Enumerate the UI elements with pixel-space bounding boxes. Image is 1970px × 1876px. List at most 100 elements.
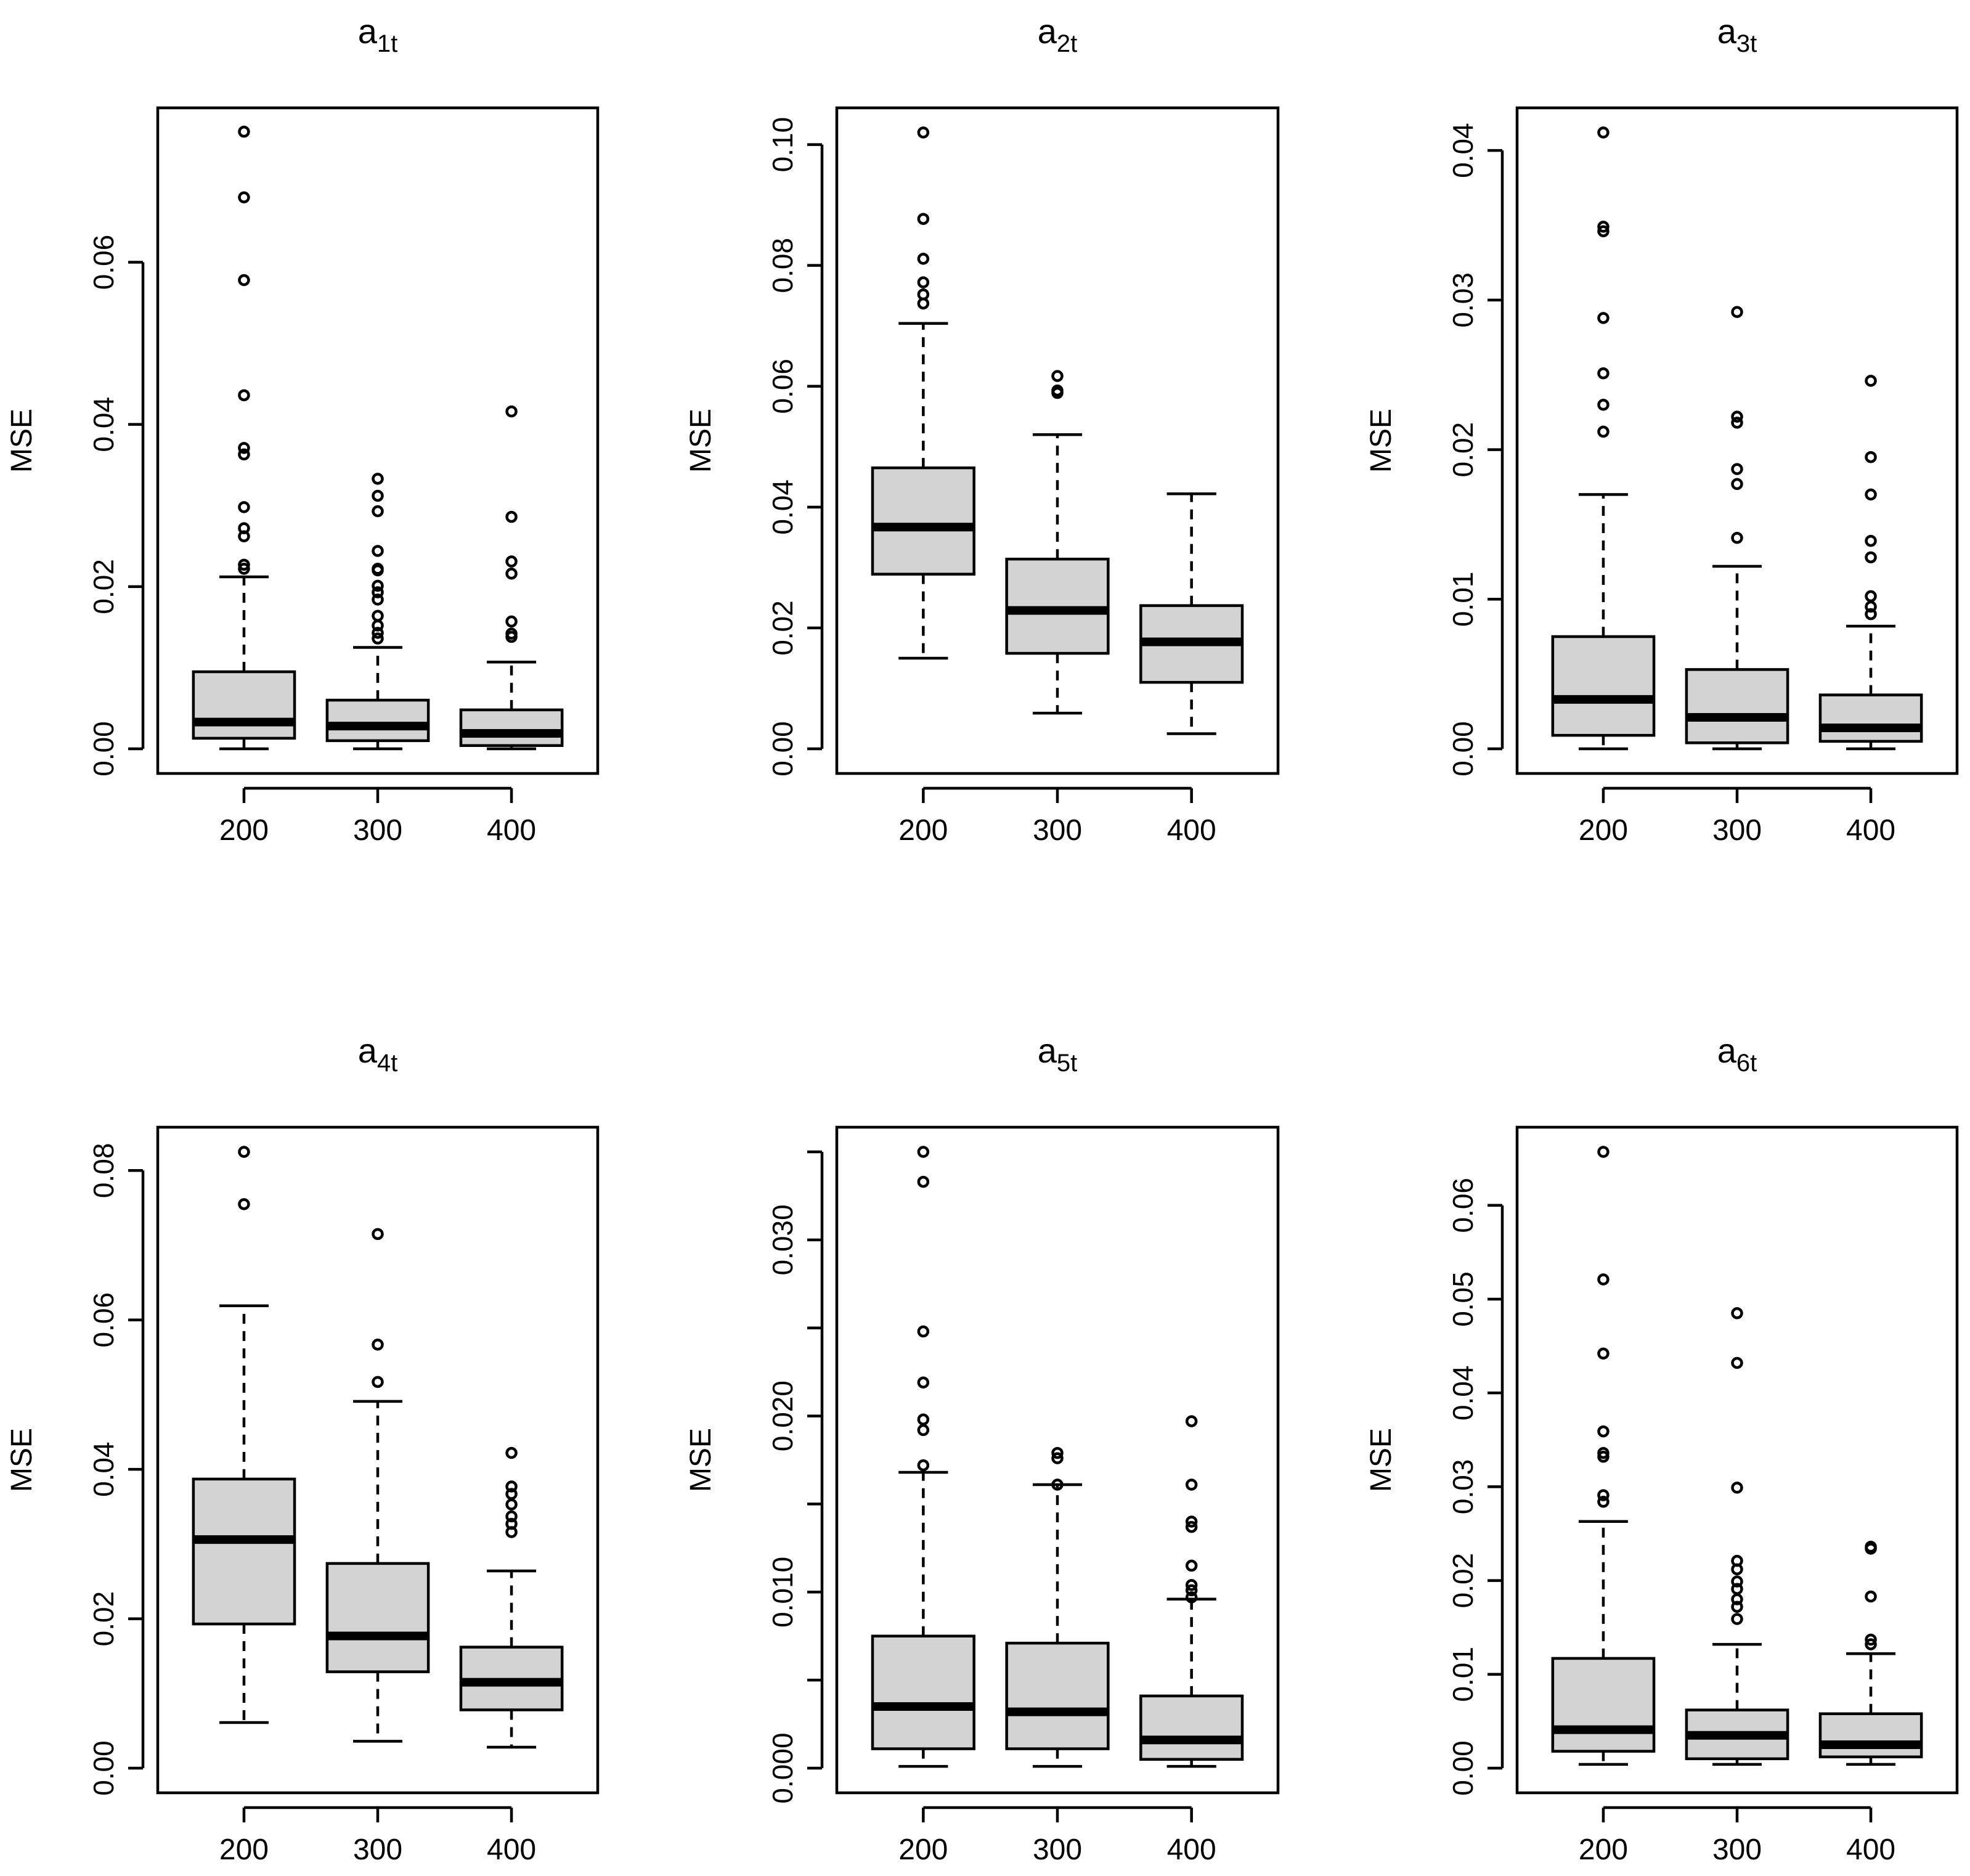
outlier-point xyxy=(1865,608,1877,621)
outlier-point xyxy=(238,191,250,204)
outlier-point xyxy=(1185,1478,1198,1491)
outlier-point xyxy=(1865,590,1877,603)
outlier-point xyxy=(1731,1613,1743,1625)
outlier-point xyxy=(917,1413,930,1426)
box-body xyxy=(1685,668,1789,744)
outlier-point xyxy=(1731,1593,1743,1605)
y-tick-label: 0.02 xyxy=(88,559,120,614)
outlier-point xyxy=(1865,1638,1877,1650)
outlier-point xyxy=(917,297,930,310)
outlier-point xyxy=(917,213,930,225)
y-tick-label: 0.00 xyxy=(88,721,120,777)
y-tick-label: 0.04 xyxy=(88,397,120,452)
outlier-point xyxy=(372,545,384,557)
y-tick-label: 0.06 xyxy=(88,1292,120,1348)
outlier-point xyxy=(505,1526,518,1538)
y-axis-label: MSE xyxy=(6,409,38,473)
box-400 xyxy=(1818,375,1923,751)
outlier-point xyxy=(1731,1563,1743,1576)
y-tick-label: 0.04 xyxy=(1447,1365,1479,1421)
outlier-point xyxy=(372,579,384,592)
y-tick-label: 0.04 xyxy=(1447,123,1479,178)
outlier-point xyxy=(238,1198,250,1210)
outlier-point xyxy=(505,1480,518,1493)
outlier-point xyxy=(917,1175,930,1188)
outlier-point xyxy=(1597,221,1610,233)
outlier-point xyxy=(1597,1489,1610,1501)
y-axis-label: MSE xyxy=(1365,1428,1398,1492)
y-axis-label: MSE xyxy=(685,409,717,473)
box-body xyxy=(1551,1657,1656,1753)
x-tick-label: 400 xyxy=(1167,814,1216,847)
outlier-point xyxy=(238,501,250,513)
y-tick-label: 0.06 xyxy=(88,235,120,290)
outlier-point xyxy=(917,253,930,265)
outlier-point xyxy=(238,448,250,461)
outlier-point xyxy=(1597,1347,1610,1360)
x-tick-label: 200 xyxy=(1579,814,1628,847)
box-400 xyxy=(1818,1541,1923,1766)
panel-title: a2t xyxy=(1038,12,1078,57)
box-200 xyxy=(1551,1146,1656,1766)
y-axis-label: MSE xyxy=(685,1428,717,1492)
box-300 xyxy=(1005,1446,1110,1768)
y-axis-label: MSE xyxy=(1365,409,1398,473)
box-body xyxy=(871,466,975,576)
panel-title-subscript: 4t xyxy=(377,1050,397,1077)
panel-3: a3t MSE 0.00 0.01 0.02 0.03 0.04 200 300 400 xyxy=(1365,12,1959,847)
box-300 xyxy=(325,473,430,751)
panel-title-subscript: 1t xyxy=(377,30,397,57)
outlier-point xyxy=(1731,306,1743,319)
outlier-point xyxy=(1731,1356,1743,1369)
plot-frame xyxy=(156,106,600,775)
panel-title-main: a xyxy=(358,1031,378,1070)
y-tick-label: 0.10 xyxy=(767,117,799,173)
box-400 xyxy=(1139,1415,1244,1768)
y-tick-label: 0.06 xyxy=(767,359,799,414)
outlier-point xyxy=(1597,425,1610,438)
outlier-point xyxy=(1051,1446,1064,1459)
outlier-point xyxy=(1865,375,1877,387)
panel-title: a3t xyxy=(1717,12,1757,57)
outlier-point xyxy=(1185,1415,1198,1427)
plot-frame xyxy=(835,106,1280,775)
y-tick-label: 0.00 xyxy=(1447,1740,1479,1796)
outlier-point xyxy=(1597,312,1610,324)
y-tick-label: 0.00 xyxy=(88,1740,120,1796)
panel-title-main: a xyxy=(1038,12,1057,51)
outlier-point xyxy=(505,1446,518,1459)
outlier-point xyxy=(238,125,250,138)
box-body xyxy=(1139,1694,1244,1761)
box-body xyxy=(459,708,564,747)
box-400 xyxy=(1139,492,1244,735)
outlier-point xyxy=(372,1338,384,1351)
box-200 xyxy=(192,125,296,751)
box-body xyxy=(325,698,430,743)
x-tick-label: 200 xyxy=(219,814,269,847)
outlier-point xyxy=(238,442,250,454)
x-tick-label: 400 xyxy=(1846,1833,1895,1866)
outlier-point xyxy=(372,632,384,645)
outlier-point xyxy=(238,274,250,287)
x-tick-label: 300 xyxy=(353,1833,402,1866)
outlier-point xyxy=(1731,532,1743,544)
box-body xyxy=(192,670,296,740)
panel-6: a6t MSE 0.00 0.01 0.02 0.03 0.04 0.05 0.06 200 300… xyxy=(1365,1031,1959,1866)
outlier-point xyxy=(1051,386,1064,399)
outlier-point xyxy=(1731,463,1743,475)
outlier-point xyxy=(505,568,518,580)
x-tick-label: 200 xyxy=(898,1833,948,1866)
y-tick-label: 0.00 xyxy=(1447,721,1479,777)
plot-frame xyxy=(1515,1125,1959,1795)
panel-title-subscript: 2t xyxy=(1057,30,1077,57)
panel-title: a5t xyxy=(1038,1031,1078,1077)
outlier-point xyxy=(1731,410,1743,423)
box-200 xyxy=(1551,126,1656,751)
panel-title-main: a xyxy=(358,12,378,51)
outlier-point xyxy=(238,389,250,402)
box-300 xyxy=(1685,306,1789,751)
outlier-point xyxy=(505,510,518,523)
x-tick-label: 300 xyxy=(1712,814,1762,847)
outlier-point xyxy=(1865,551,1877,564)
outlier-point xyxy=(372,610,384,622)
